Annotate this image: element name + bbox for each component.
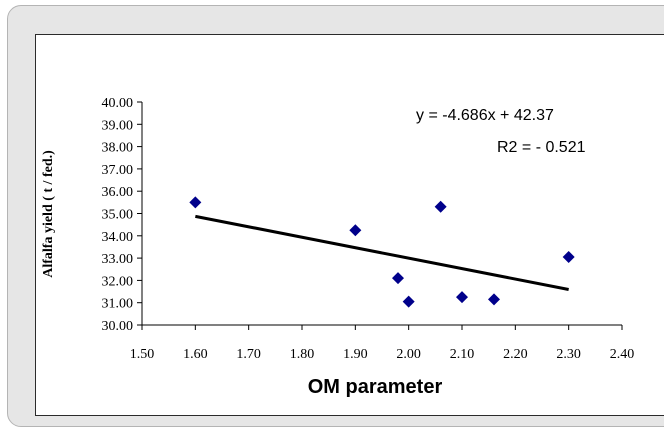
y-tick-label: 33.00: [102, 252, 134, 267]
data-point-marker: [456, 291, 468, 304]
x-tick-label: 2.20: [503, 347, 528, 362]
scatter-chart: 1.50 1.60 1.70 1.80 1.90 2.00 2.10 2.20 2.30 2.40…: [41, 96, 635, 398]
x-tick-label: 1.50: [130, 347, 155, 362]
data-point-marker: [189, 196, 202, 209]
trendline-equation: y = -4.686x + 42.37: [416, 107, 554, 124]
data-point-marker: [434, 200, 447, 213]
chart-card: [7, 5, 664, 427]
x-tick-label: 1.80: [290, 347, 315, 362]
y-axis-ticks: 30.00 31.00 32.00 33.00 34.00 35.00 36.00 37.00…: [102, 96, 142, 334]
x-axis-label: OM parameter: [308, 376, 443, 398]
y-tick-label: 37.00: [102, 163, 134, 178]
data-point-marker: [402, 295, 415, 308]
data-points: [189, 196, 575, 308]
chart-frame: [35, 34, 664, 416]
x-tick-label: 2.40: [610, 347, 635, 362]
r-squared-label: R2 = - 0.521: [497, 139, 586, 156]
trendline-group: [195, 214, 569, 291]
y-axis-label: Alfalfa yield ( t / fed.): [41, 150, 56, 278]
y-tick-label: 39.00: [102, 118, 134, 133]
y-tick-label: 30.00: [102, 319, 134, 334]
x-tick-label: 2.10: [450, 347, 475, 362]
y-tick-label: 32.00: [102, 274, 134, 289]
data-point-marker: [392, 272, 404, 285]
y-tick-label: 31.00: [102, 297, 134, 312]
x-tick-label: 1.90: [343, 347, 368, 362]
y-tick-label: 36.00: [102, 185, 134, 200]
y-tick-label: 40.00: [102, 96, 134, 111]
y-tick-label: 34.00: [102, 230, 134, 245]
x-axis-ticks: 1.50 1.60 1.70 1.80 1.90 2.00 2.10 2.20 2.30 2.40: [130, 325, 635, 362]
x-tick-label: 2.30: [556, 347, 581, 362]
y-tick-label: 38.00: [102, 141, 134, 156]
data-point-marker: [562, 250, 575, 263]
data-point-marker: [488, 293, 500, 306]
y-tick-label: 35.00: [102, 208, 134, 223]
x-tick-label: 1.70: [236, 347, 261, 362]
x-tick-label: 1.60: [183, 347, 208, 362]
trendline: [195, 214, 569, 291]
data-point-marker: [349, 224, 362, 237]
axes: [141, 102, 622, 326]
x-tick-label: 2.00: [396, 347, 421, 362]
